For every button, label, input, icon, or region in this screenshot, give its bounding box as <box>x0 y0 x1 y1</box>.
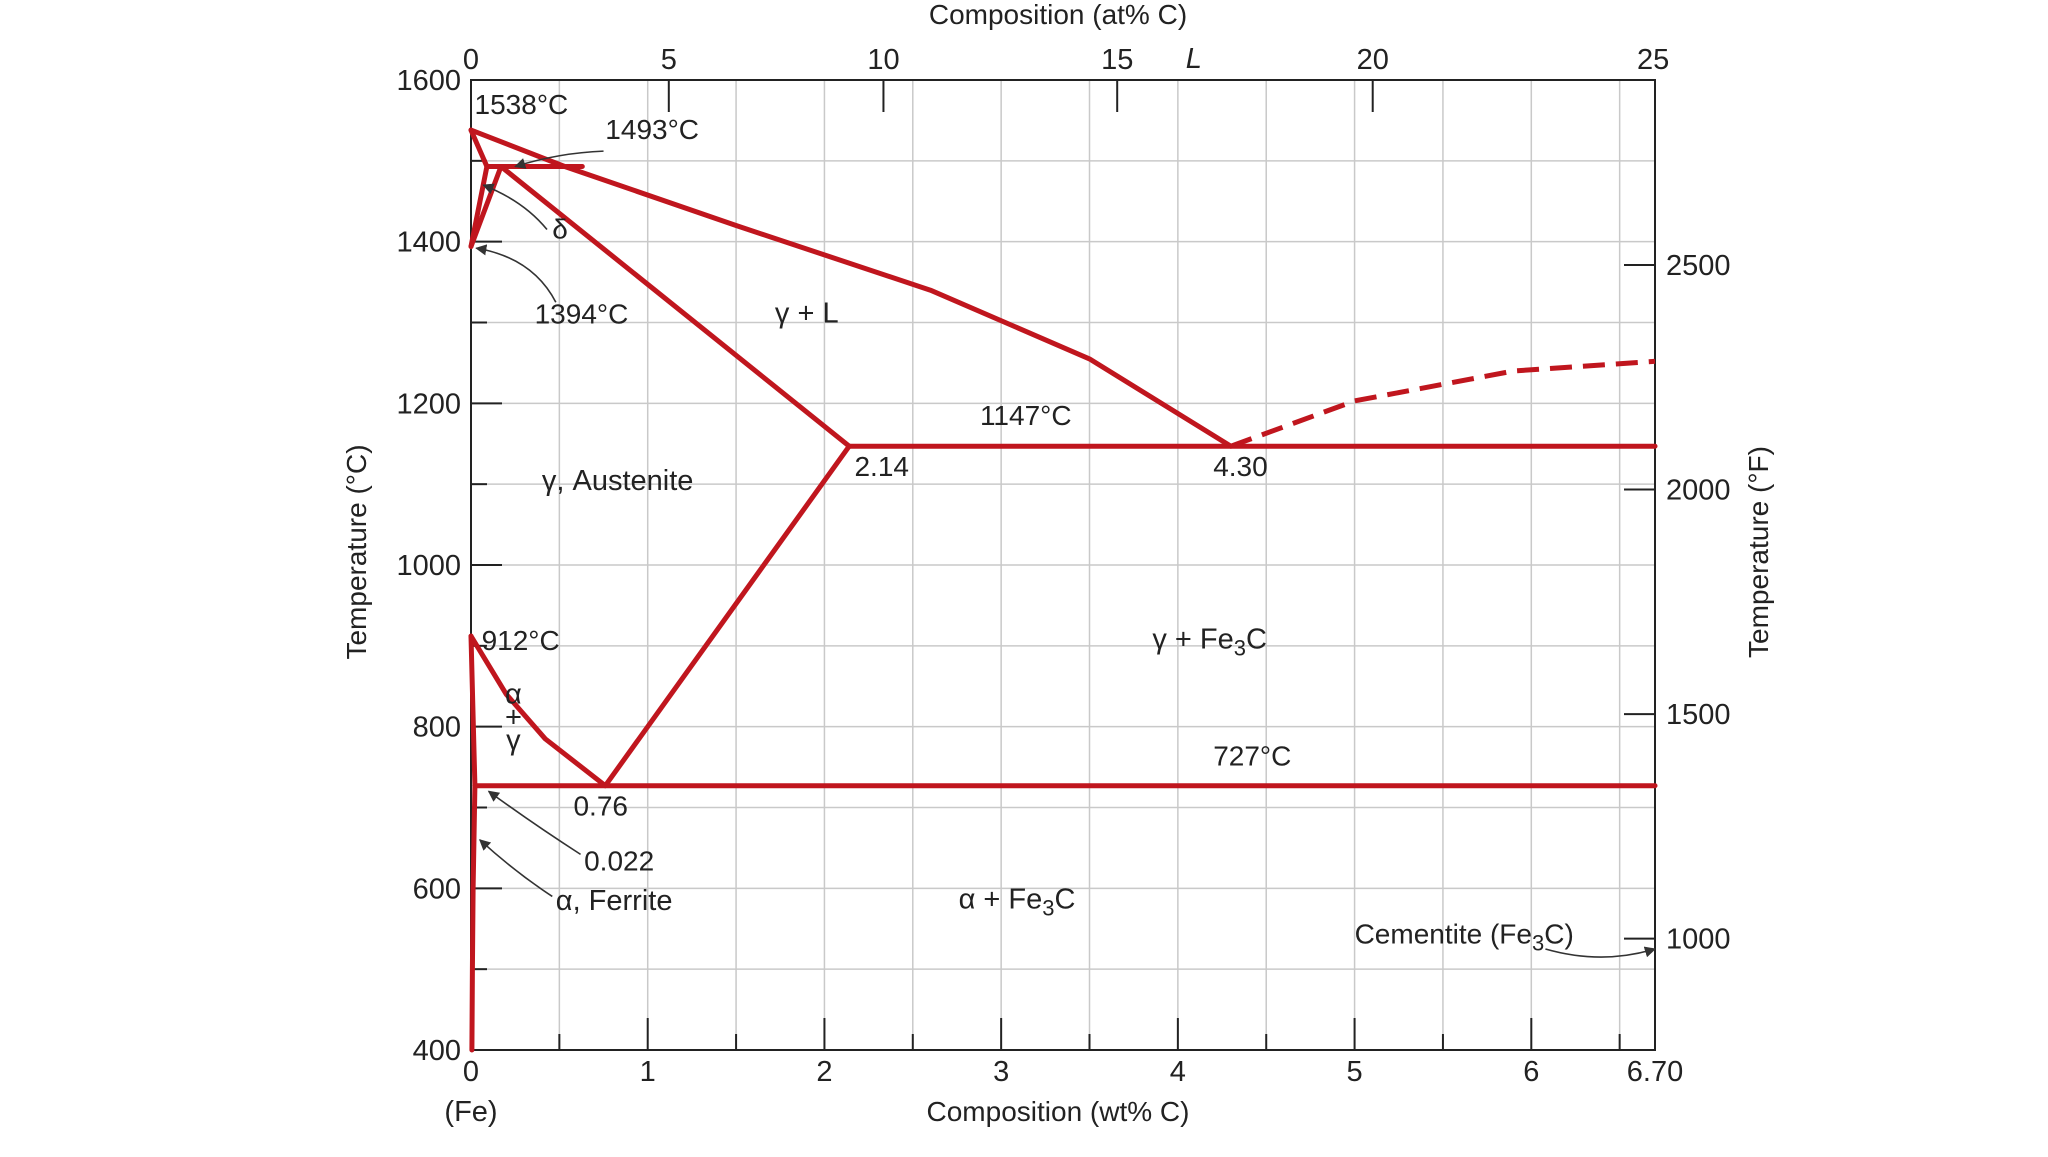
x-tick-label: 2 <box>816 1056 832 1088</box>
phase-boundary-cementite-liquidus <box>1230 358 1656 449</box>
region-label: L <box>1186 43 1202 75</box>
y-tick-label: 400 <box>413 1035 461 1067</box>
phase-boundary-alpha-gamma-line <box>468 633 478 789</box>
pointer-layer <box>475 150 1657 958</box>
annotation-4-30: 4.30 <box>1213 451 1268 482</box>
phase-boundary-liquidus-delta <box>468 127 568 169</box>
x-top-tick-label: 15 <box>1101 44 1133 76</box>
annotation-2-14: 2.14 <box>854 451 909 482</box>
annotation-1493c: 1493°C <box>605 114 699 145</box>
phase-boundary-delta-solidus <box>468 127 490 169</box>
leader-ferrite <box>479 839 553 898</box>
leader-0-022 <box>487 790 581 856</box>
y-tick-label: 800 <box>413 712 461 744</box>
phase-boundary-acm-line <box>602 443 852 789</box>
y-right-tick-label: 2000 <box>1666 475 1731 507</box>
annotation-0-022: 0.022 <box>584 846 654 877</box>
x-axis-title-top: Composition (at% C) <box>929 0 1187 30</box>
annotation-delta: δ <box>552 213 568 244</box>
phase-boundary-liquidus <box>562 164 1234 449</box>
region-label-alpha-gamma: α <box>505 679 522 711</box>
x-tick-label: 3 <box>993 1056 1009 1088</box>
phase-boundary-delta-gamma-right <box>468 164 504 249</box>
phase-boundary-a3-line <box>468 633 608 789</box>
region-label-alpha-gamma: γ <box>506 725 521 757</box>
phase-boundary-solidus <box>498 164 852 449</box>
annotation-1538c: 1538°C <box>475 89 569 120</box>
annotation-cementite: Cementite (Fe3C) <box>1355 918 1574 955</box>
boundary-layer <box>468 127 1658 1053</box>
x-tick-label: 0 <box>463 1056 479 1088</box>
y-tick-label: 1000 <box>396 550 461 582</box>
x-tick-label: 1 <box>640 1056 656 1088</box>
y-axis-title-left: Temperature (°C) <box>341 444 372 659</box>
x-top-tick-label: 5 <box>661 44 677 76</box>
y-tick-label: 1200 <box>396 388 461 420</box>
x-top-tick-label: 25 <box>1637 44 1669 76</box>
annotation-0-76: 0.76 <box>573 791 628 822</box>
x-top-tick-label: 10 <box>867 44 899 76</box>
region-label: γ, Austenite <box>542 465 694 497</box>
region-label-alpha-gamma: + <box>505 702 522 734</box>
y-axis-title-right: Temperature (°F) <box>1743 446 1774 658</box>
y-tick-label: 1400 <box>396 227 461 259</box>
tick-layer <box>471 80 1655 1050</box>
leader-delta <box>482 183 548 231</box>
leader-cementite <box>1545 946 1657 958</box>
phase-boundary-solvus-alpha <box>469 783 478 1053</box>
x-tick-label: 5 <box>1347 1056 1363 1088</box>
y-tick-label: 1600 <box>396 65 461 97</box>
y-right-tick-label: 1500 <box>1666 699 1731 731</box>
grid-layer <box>471 80 1655 1050</box>
x-tick-label: 6.70 <box>1627 1056 1683 1088</box>
x-axis-title-bottom: Composition (wt% C) <box>927 1096 1190 1127</box>
x-origin-label: (Fe) <box>444 1096 497 1128</box>
y-right-tick-label: 1000 <box>1666 924 1731 956</box>
region-label: α + Fe3C <box>959 884 1076 921</box>
y-right-tick-label: 2500 <box>1666 250 1731 282</box>
x-tick-label: 4 <box>1170 1056 1186 1088</box>
leader-1493c <box>514 150 604 169</box>
annotation-1394c: 1394°C <box>535 298 629 329</box>
x-top-tick-label: 0 <box>463 44 479 76</box>
annotation-727c: 727°C <box>1213 740 1291 771</box>
x-tick-label: 6 <box>1523 1056 1539 1088</box>
region-label: α, Ferrite <box>556 885 673 917</box>
region-label: γ + Fe3C <box>1152 623 1267 660</box>
y-tick-label: 600 <box>413 873 461 905</box>
annotation-1147c: 1147°C <box>980 400 1072 431</box>
x-top-tick-label: 20 <box>1357 44 1389 76</box>
region-label: γ + L <box>775 298 839 330</box>
annotation-912c: 912°C <box>482 625 560 656</box>
leader-1394c <box>475 244 557 303</box>
